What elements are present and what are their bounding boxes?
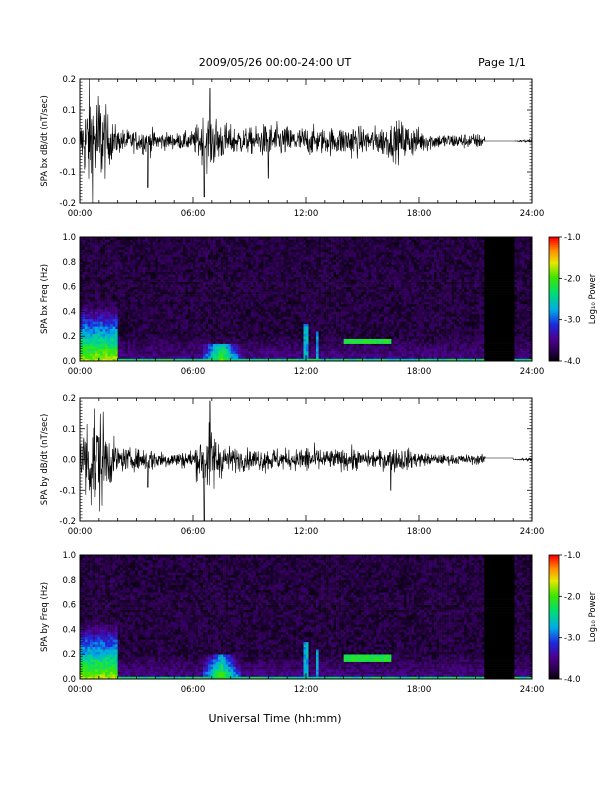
y-tick-label: -0.1 [59, 168, 76, 178]
x-tick-label: 06:00 [181, 527, 206, 537]
panel-bx-spectrogram: -1.0 -2.0 -3.0 -4.0 Log₁₀ Power 00:00 06:00 12:… [40, 233, 598, 377]
y-axis-label: SPA bx dB/dt (nT/sec) [40, 95, 50, 187]
x-tick-label: 00:00 [68, 209, 93, 219]
y-axis-label: SPA bx Freq (Hz) [40, 264, 50, 334]
y-tick-label: 0.1 [62, 425, 76, 435]
panel-by-spectrogram: -1.0 -2.0 -3.0 -4.0 Log₁₀ Power 00:00 06:00 12:… [40, 551, 598, 695]
y-tick-label: 1.0 [62, 233, 76, 243]
colorbar-label: Log₁₀ Power [588, 273, 598, 324]
colorbar-label: Log₁₀ Power [588, 591, 598, 642]
x-tick-label: 12:00 [294, 685, 319, 695]
y-tick-label: 0.8 [62, 576, 76, 586]
y-tick-label: 0.0 [62, 456, 76, 466]
panel-by-dbdt: 00:00 06:00 12:00 18:00 24:00 0.2 0.1 0.0 -0.1 -0… [40, 394, 544, 537]
page-title: 2009/05/26 00:00-24:00 UT [199, 56, 352, 69]
waveform-trace [80, 401, 532, 521]
page-number: Page 1/1 [478, 56, 526, 69]
colorbar-tick-label: -3.0 [564, 316, 581, 326]
spectrogram-cells [80, 237, 532, 361]
colorbar-tick-label: -4.0 [564, 357, 581, 367]
y-tick-label: 0.4 [62, 625, 76, 635]
x-tick-label: 00:00 [68, 367, 93, 377]
y-tick-label: 0.2 [62, 394, 76, 404]
x-axis-title: Universal Time (hh:mm) [209, 712, 342, 725]
x-tick-label: 18:00 [407, 367, 432, 377]
x-tick-label: 00:00 [68, 527, 93, 537]
y-tick-label: 0.6 [62, 283, 76, 293]
y-tick-label: 0.4 [62, 307, 76, 317]
y-tick-label: -0.2 [59, 517, 76, 527]
y-tick-label: 0.2 [62, 332, 76, 342]
y-tick-label: 1.0 [62, 551, 76, 561]
colorbar-tick-label: -2.0 [564, 274, 581, 284]
x-tick-label: 18:00 [407, 209, 432, 219]
x-tick-label: 24:00 [520, 209, 545, 219]
x-tick-label: 06:00 [181, 209, 206, 219]
colorbar-tick-label: -4.0 [564, 675, 581, 685]
x-tick-label: 18:00 [407, 685, 432, 695]
x-tick-label: 24:00 [520, 685, 545, 695]
x-tick-label: 18:00 [407, 527, 432, 537]
colorbar-tick-label: -2.0 [564, 592, 581, 602]
y-tick-label: 0.0 [62, 675, 76, 685]
y-tick-label: -0.2 [59, 199, 76, 209]
spectrogram-cells [80, 555, 532, 679]
colorbar-tick-label: -1.0 [564, 551, 581, 561]
y-tick-label: 0.6 [62, 601, 76, 611]
y-axis-label: SPA by Freq (Hz) [40, 582, 50, 652]
x-tick-label: 12:00 [294, 367, 319, 377]
x-tick-label: 06:00 [181, 685, 206, 695]
y-tick-label: 0.2 [62, 650, 76, 660]
y-tick-label: 0.1 [62, 106, 76, 116]
colorbar: -1.0 -2.0 -3.0 -4.0 Log₁₀ Power [549, 233, 598, 367]
x-tick-label: 00:00 [68, 685, 93, 695]
colorbar-tick-label: -1.0 [564, 233, 581, 243]
waveform-trace [80, 79, 532, 203]
colorbar: -1.0 -2.0 -3.0 -4.0 Log₁₀ Power [549, 551, 598, 685]
y-tick-label: 0.0 [62, 137, 76, 147]
x-tick-label: 24:00 [520, 367, 545, 377]
y-tick-label: 0.2 [62, 75, 76, 85]
y-tick-label: -0.1 [59, 486, 76, 496]
y-tick-label: 0.0 [62, 357, 76, 367]
x-tick-label: 12:00 [294, 209, 319, 219]
x-tick-label: 06:00 [181, 367, 206, 377]
x-tick-label: 24:00 [520, 527, 545, 537]
panel-bx-dbdt: 00:00 06:00 12:00 18:00 24:00 0.2 0.1 0.0 -0.1 -0… [40, 75, 544, 219]
y-tick-label: 0.8 [62, 258, 76, 268]
colorbar-tick-label: -3.0 [564, 634, 581, 644]
x-tick-label: 12:00 [294, 527, 319, 537]
y-axis-label: SPA by dB/dt (nT/sec) [40, 414, 50, 506]
